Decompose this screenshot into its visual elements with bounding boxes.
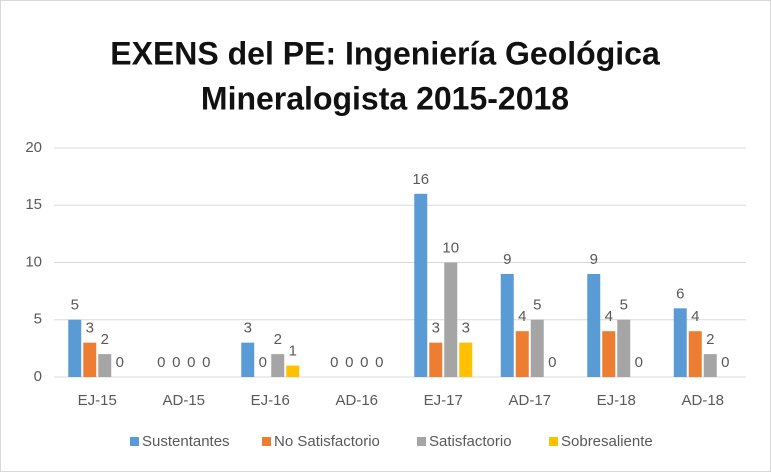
data-label: 0 bbox=[635, 354, 643, 371]
data-label: 0 bbox=[116, 354, 124, 371]
data-label: 9 bbox=[503, 251, 511, 268]
data-label: 9 bbox=[590, 251, 598, 268]
data-label: 2 bbox=[706, 331, 714, 348]
bar bbox=[459, 342, 473, 377]
x-tick-label: EJ-17 bbox=[424, 392, 463, 409]
x-tick-label: AD-15 bbox=[162, 392, 205, 409]
data-label: 3 bbox=[432, 320, 440, 337]
chart-title: EXENS del PE: Ingeniería Geológica bbox=[110, 35, 660, 71]
bar bbox=[83, 342, 97, 377]
bar bbox=[688, 331, 702, 377]
bar bbox=[271, 354, 285, 377]
y-tick-label: 0 bbox=[34, 368, 42, 385]
data-label: 5 bbox=[620, 297, 628, 314]
bar bbox=[68, 319, 82, 377]
chart-title: Mineralogista 2015-2018 bbox=[201, 80, 569, 116]
legend-swatch bbox=[262, 437, 271, 446]
data-label: 0 bbox=[360, 354, 368, 371]
data-label: 5 bbox=[71, 297, 79, 314]
data-label: 16 bbox=[412, 171, 429, 188]
data-label: 3 bbox=[462, 320, 470, 337]
legend-label: Sobresaliente bbox=[561, 433, 653, 450]
legend-label: Satisfactorio bbox=[429, 433, 512, 450]
data-label: 0 bbox=[187, 354, 195, 371]
data-label: 0 bbox=[172, 354, 180, 371]
y-tick-label: 5 bbox=[34, 311, 42, 328]
bar bbox=[241, 342, 255, 377]
legend-label: Sustentantes bbox=[142, 433, 230, 450]
data-label: 2 bbox=[274, 331, 282, 348]
bar bbox=[587, 273, 601, 377]
bar bbox=[286, 365, 300, 377]
data-label: 2 bbox=[101, 331, 109, 348]
bar bbox=[500, 273, 514, 377]
y-tick-label: 15 bbox=[25, 196, 42, 213]
bar bbox=[98, 354, 112, 377]
bar bbox=[617, 319, 631, 377]
data-label: 5 bbox=[533, 297, 541, 314]
x-tick-label: AD-18 bbox=[681, 392, 724, 409]
data-label: 1 bbox=[289, 343, 297, 360]
bar bbox=[444, 262, 458, 377]
data-label: 0 bbox=[259, 354, 267, 371]
data-label: 0 bbox=[721, 354, 729, 371]
data-label: 0 bbox=[202, 354, 210, 371]
bar bbox=[515, 331, 529, 377]
bar bbox=[414, 193, 428, 377]
legend-swatch bbox=[417, 437, 426, 446]
x-tick-label: AD-17 bbox=[508, 392, 551, 409]
data-label: 10 bbox=[442, 239, 459, 256]
bar bbox=[673, 308, 687, 377]
x-tick-label: AD-16 bbox=[335, 392, 378, 409]
data-label: 3 bbox=[86, 320, 94, 337]
bar bbox=[530, 319, 544, 377]
data-label: 0 bbox=[345, 354, 353, 371]
bar bbox=[703, 354, 717, 377]
data-label: 6 bbox=[676, 285, 684, 302]
data-label: 4 bbox=[691, 308, 699, 325]
data-label: 0 bbox=[157, 354, 165, 371]
data-label: 0 bbox=[548, 354, 556, 371]
data-label: 0 bbox=[375, 354, 383, 371]
legend-swatch bbox=[549, 437, 558, 446]
bar bbox=[429, 342, 443, 377]
data-label: 4 bbox=[518, 308, 526, 325]
x-tick-label: EJ-18 bbox=[597, 392, 636, 409]
x-tick-label: EJ-15 bbox=[78, 392, 117, 409]
data-label: 0 bbox=[330, 354, 338, 371]
legend-label: No Satisfactorio bbox=[274, 433, 380, 450]
data-label: 4 bbox=[605, 308, 613, 325]
y-tick-label: 10 bbox=[25, 253, 42, 270]
data-label: 3 bbox=[244, 320, 252, 337]
y-tick-label: 20 bbox=[25, 139, 42, 156]
legend-swatch bbox=[130, 437, 139, 446]
x-tick-label: EJ-16 bbox=[251, 392, 290, 409]
bar bbox=[602, 331, 616, 377]
